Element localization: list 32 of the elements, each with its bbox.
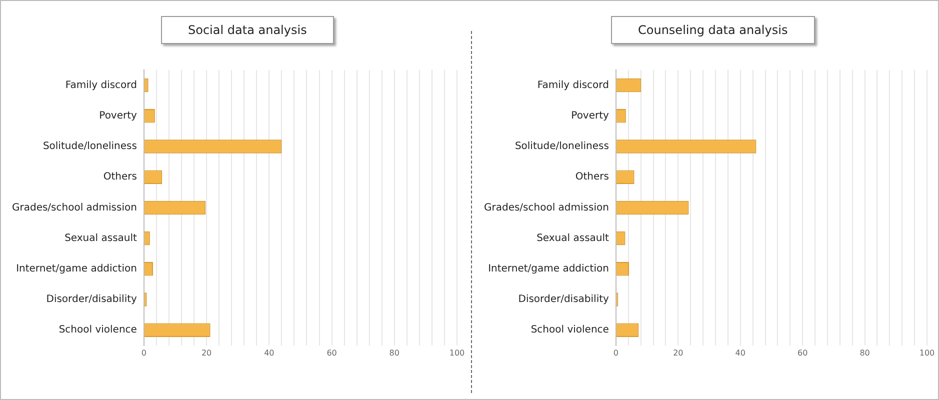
y-tick-label: Sexual assault [64, 232, 138, 244]
x-tick-label: 0 [141, 348, 147, 358]
y-tick-label: Grades/school admission [12, 202, 137, 214]
x-tick-label: 0 [613, 348, 619, 358]
y-tick-label: Disorder/disability [46, 294, 138, 306]
y-tick-label: Family discord [65, 80, 137, 91]
x-tick-label: 80 [860, 348, 870, 358]
y-tick-label: Family discord [537, 80, 609, 91]
y-tick-label: Internet/game addiction [488, 263, 609, 274]
y-tick-label: Internet/game addiction [16, 263, 137, 274]
y-tick-label: School violence [530, 324, 609, 336]
y-tick-label: Solitude/loneliness [514, 141, 609, 152]
y-tick-label: Grades/school admission [484, 202, 609, 214]
x-tick-label: 20 [201, 348, 212, 358]
chart-title: Social data analysis [161, 16, 334, 44]
chart-title: Counseling data analysis [611, 16, 815, 44]
y-tick-label: Others [575, 172, 609, 183]
x-tick-label: 60 [326, 348, 337, 358]
y-tick-label: Others [103, 172, 137, 183]
y-tick-label: Poverty [99, 110, 138, 122]
y-tick-label: Poverty [571, 110, 610, 122]
x-tick-label: 20 [673, 348, 684, 358]
x-tick-label: 100 [919, 348, 935, 358]
x-tick-label: 40 [735, 348, 746, 358]
y-tick-label: Disorder/disability [518, 294, 610, 306]
x-tick-label: 80 [389, 348, 400, 358]
y-tick-label: School violence [58, 324, 137, 336]
y-tick-label: Solitude/loneliness [42, 141, 137, 152]
x-tick-label: 60 [797, 348, 808, 358]
x-tick-label: 40 [264, 348, 274, 358]
y-tick-label: Sexual assault [536, 232, 610, 244]
x-tick-label: 100 [449, 348, 465, 358]
